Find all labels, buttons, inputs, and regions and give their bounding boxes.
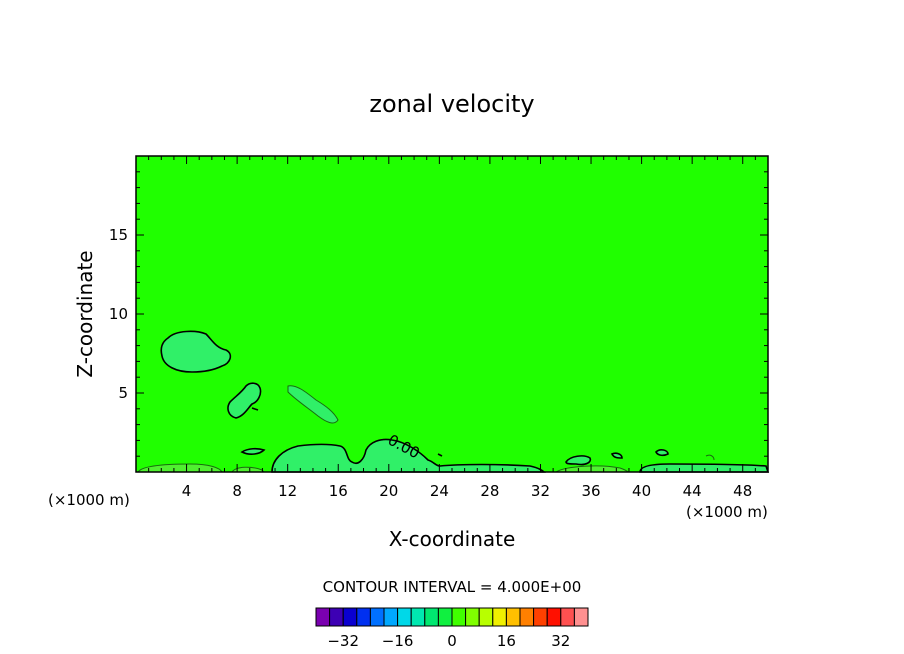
colorbar-swatch (424, 607, 439, 627)
x-tick-label: 40 (632, 482, 651, 500)
colorbar-swatch (315, 607, 331, 627)
colorbar-swatch (546, 607, 562, 627)
colorbar-swatch (342, 607, 358, 627)
contour-region-1 (160, 330, 232, 373)
x-tick-label: 44 (683, 482, 702, 500)
x-tick-label: 4 (182, 482, 192, 500)
plot-area (136, 156, 768, 472)
x-tick-label: 32 (531, 482, 550, 500)
colorbar-swatch (329, 607, 344, 627)
contour-small-3 (610, 452, 623, 459)
x-unit-left: (×1000 m) (48, 491, 130, 509)
colorbar-tick-label: 0 (447, 632, 457, 650)
colorbar-tick-label: −32 (327, 632, 359, 650)
x-tick-label: 48 (733, 482, 752, 500)
colorbar-swatch (369, 607, 385, 627)
colorbar-swatch (437, 607, 453, 627)
colorbar-swatch (356, 607, 371, 627)
colorbar-swatch (451, 607, 467, 627)
z-tick-label: 5 (118, 384, 128, 402)
contour-small-1 (240, 447, 266, 455)
contour-region-5 (565, 455, 592, 466)
contour-region-3 (287, 385, 339, 424)
colorbar-swatch (573, 607, 589, 627)
colorbar-swatch (410, 607, 426, 627)
contour-small-4 (705, 454, 715, 461)
contour-region-6 (639, 463, 770, 473)
y-axis-label: Z-coordinate (73, 250, 97, 377)
x-tick-label: 28 (480, 482, 499, 500)
contour-small-5 (251, 407, 443, 457)
colorbar-swatch (465, 607, 480, 627)
x-tick-label: 16 (329, 482, 348, 500)
colorbar-tick-label: 32 (551, 632, 570, 650)
contour-region-2 (227, 382, 262, 419)
colorbar-swatch (519, 607, 535, 627)
contour-small-2 (655, 449, 669, 457)
x-tick-label: 24 (430, 482, 449, 500)
colorbar: −32 −16 0 16 32 (315, 607, 589, 650)
contour-interval-text: CONTOUR INTERVAL = 4.000E+00 (323, 578, 582, 596)
colorbar-swatch (533, 607, 548, 627)
x-unit-right: (×1000 m) (686, 503, 768, 521)
colorbar-swatch (492, 607, 507, 627)
colorbar-tick-label: 16 (497, 632, 516, 650)
colorbar-swatch (478, 607, 494, 627)
x-axis-label: X-coordinate (389, 527, 516, 551)
x-tick-label: 8 (232, 482, 242, 500)
contour-region-4 (271, 438, 546, 473)
colorbar-swatch (397, 607, 412, 627)
z-tick-label: 10 (109, 305, 128, 323)
x-tick-label: 20 (379, 482, 398, 500)
x-tick-label: 36 (581, 482, 600, 500)
chart-title: zonal velocity (369, 90, 534, 118)
colorbar-swatch (505, 607, 521, 627)
z-tick-label: 15 (109, 226, 128, 244)
colorbar-swatch (383, 607, 399, 627)
x-tick-label: 12 (278, 482, 297, 500)
contour-region-7 (137, 463, 223, 473)
colorbar-tick-label: −16 (382, 632, 414, 650)
colorbar-swatch (560, 607, 575, 627)
